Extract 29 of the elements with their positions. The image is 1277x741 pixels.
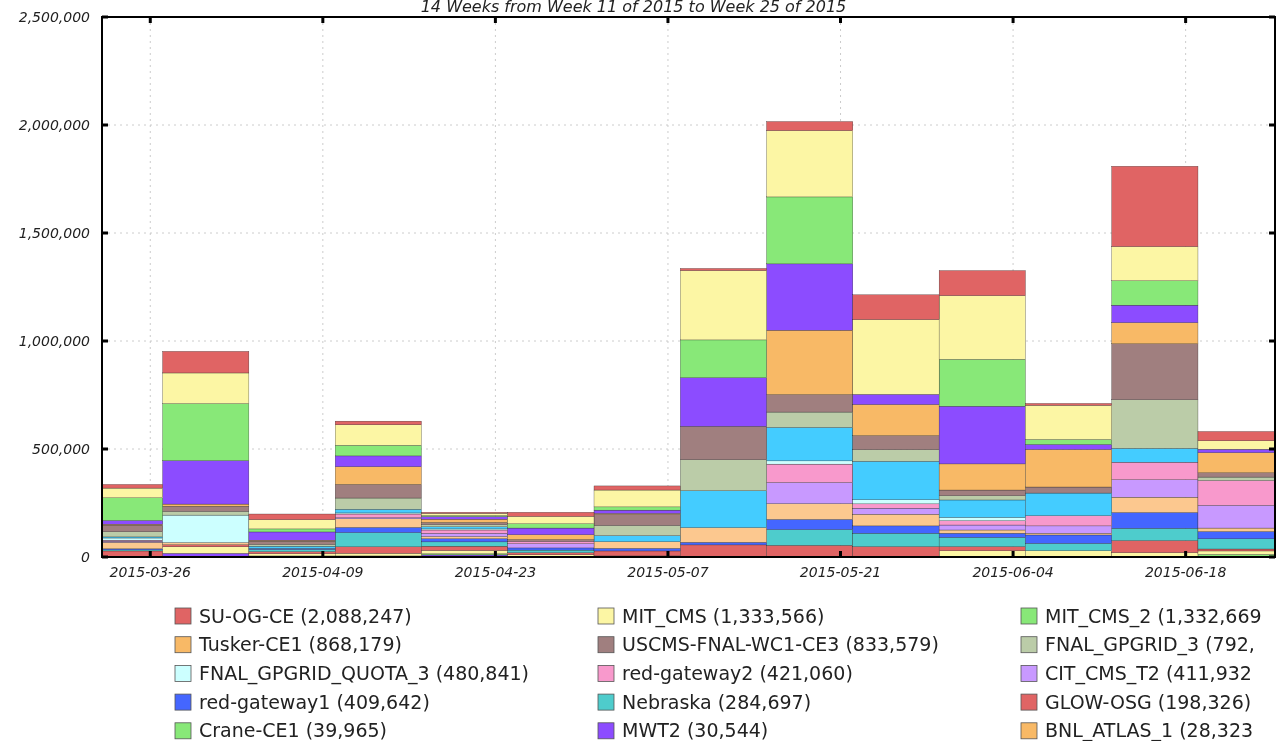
- x-tick-label: 2015-03-26: [109, 564, 192, 580]
- y-tick-label: 2,000,000: [18, 116, 91, 133]
- legend-label: Crane-CE1 (39,965): [199, 719, 388, 741]
- legend-label: SU-OG-CE (2,088,247): [199, 604, 412, 627]
- y-tick-label: 1,000,000: [18, 332, 91, 349]
- legend-label: GLOW-OSG (198,326): [1045, 690, 1252, 713]
- legend-label: CIT_CMS_T2 (411,932: [1045, 662, 1252, 686]
- legend-label: MIT_CMS_2 (1,332,669: [1045, 604, 1262, 628]
- x-tick-label: 2015-04-23: [454, 564, 537, 580]
- legend-label: Nebraska (284,697): [622, 690, 812, 713]
- x-tick-label: 2015-06-18: [1144, 564, 1227, 580]
- legend-label: USCMS-FNAL-WC1-CE3 (833,579): [622, 633, 939, 656]
- legend-label: MWT2 (30,544): [622, 719, 769, 741]
- legend-label: FNAL_GPGRID_3 (792,: [1045, 633, 1255, 657]
- x-tick-label: 2015-06-04: [972, 564, 1054, 580]
- y-tick-label: 0: [81, 548, 91, 565]
- legend-label: red-gateway2 (421,060): [622, 662, 853, 685]
- legend-label: red-gateway1 (409,642): [199, 690, 430, 713]
- legend-label: BNL_ATLAS_1 (28,323: [1045, 719, 1254, 741]
- chart-title: 14 Weeks from Week 11 of 2015 to Week 25 of 2015: [420, 0, 847, 16]
- legend-label: MIT_CMS (1,333,566): [622, 604, 825, 628]
- legend-label: Tusker-CE1 (868,179): [198, 633, 402, 656]
- x-tick-label: 2015-05-07: [627, 564, 709, 580]
- y-tick-label: 1,500,000: [18, 224, 91, 241]
- legend-label: FNAL_GPGRID_QUOTA_3 (480,841): [199, 662, 530, 686]
- x-tick-label: 2015-05-21: [799, 564, 882, 580]
- y-tick-label: 2,500,000: [18, 8, 91, 25]
- x-tick-label: 2015-04-09: [282, 564, 364, 580]
- y-tick-label: 500,000: [32, 440, 91, 457]
